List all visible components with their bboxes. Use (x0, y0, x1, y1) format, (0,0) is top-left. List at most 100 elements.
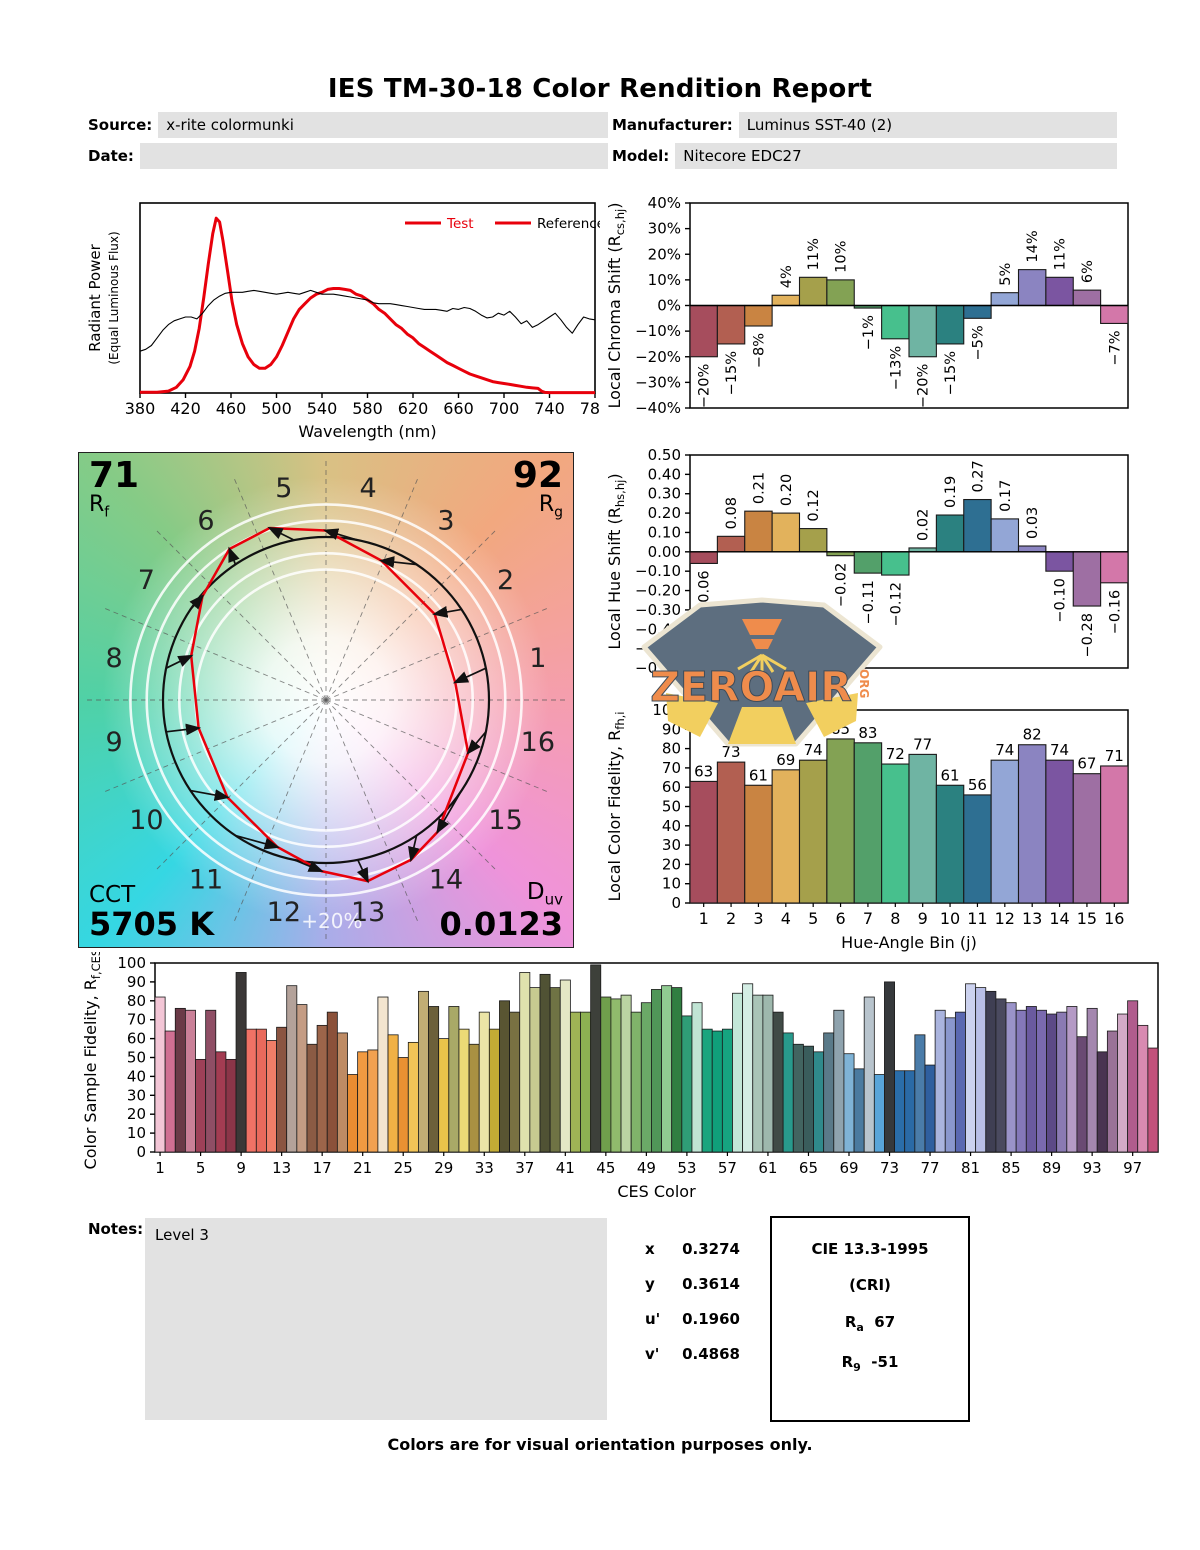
svg-text:0.21: 0.21 (751, 472, 767, 504)
chroma-bar-12 (990, 292, 1020, 307)
ces-bar-65 (803, 1045, 814, 1153)
svg-text:−15%: −15% (943, 351, 959, 395)
ces-bar-52 (671, 987, 683, 1153)
svg-text:25: 25 (394, 1159, 413, 1177)
svg-text:700: 700 (489, 399, 520, 418)
source-field: Source: x-rite colormunki (88, 112, 608, 138)
ces-bar-78 (934, 1009, 946, 1153)
svg-text:70: 70 (662, 759, 681, 777)
svg-text:5%: 5% (998, 263, 1014, 286)
rf-value: 71 (89, 455, 140, 496)
chroma-bar-14 (1045, 276, 1074, 307)
flashlight-icon (742, 619, 782, 635)
ces-bar-8 (225, 1058, 237, 1153)
ces-bar-29 (438, 1038, 450, 1153)
ces-bar-98 (1137, 1024, 1149, 1153)
svg-text:500: 500 (261, 399, 292, 418)
svg-text:0.20: 0.20 (779, 474, 795, 506)
svg-text:10: 10 (662, 875, 681, 893)
svg-text:16: 16 (1104, 909, 1124, 928)
svg-text:81: 81 (961, 1159, 980, 1177)
chroma-bar-8 (881, 304, 910, 340)
ces-bar-28 (428, 1006, 440, 1153)
fidelity-bar-1 (689, 780, 718, 904)
cct-value: 5705 K (89, 904, 214, 943)
svg-text:89: 89 (1042, 1159, 1061, 1177)
ces-bar-12 (266, 1040, 277, 1153)
ces-bar-21 (357, 1051, 369, 1153)
ces-bar-56 (711, 1030, 723, 1153)
ces-bar-31 (458, 1028, 470, 1153)
ces-bar-22 (367, 1049, 379, 1153)
svg-text:−20%: −20% (635, 348, 681, 366)
cie-title: CIE 13.3-1995 (811, 1240, 929, 1258)
fidelity-bar-5 (798, 759, 828, 904)
ces-bar-55 (701, 1028, 713, 1153)
chroma-bar-2 (716, 304, 746, 345)
ces-bar-24 (387, 1034, 399, 1153)
ces-fidelity-chart: 100 90 80 70 60 50 40 30 20 10 0 1 5 9 13 17 21 25 29 33 37 4… (80, 946, 1165, 1211)
model-value: Nitecore EDC27 (675, 143, 1117, 169)
ces-bar-89 (1046, 1013, 1058, 1153)
svg-text:Wavelength (nm): Wavelength (nm) (298, 422, 436, 441)
ces-bar-64 (792, 1043, 804, 1153)
ces-bar-35 (499, 1000, 510, 1153)
svg-text:0.40: 0.40 (648, 465, 681, 483)
hue-bar-3 (744, 510, 773, 553)
cvg-bin-label-7: 7 (138, 565, 155, 596)
ces-bar-36 (509, 1011, 521, 1153)
color-vector-graphic: 1 2 3 4 5 6 7 8 9 10 11 12 13 14 15 16 71 Rf 92 Rg CCT … (78, 452, 574, 948)
svg-text:0: 0 (136, 1143, 146, 1161)
ces-bar-70 (853, 1068, 865, 1153)
notes-box: Level 3 (145, 1218, 607, 1420)
manufacturer-label: Manufacturer: (612, 116, 733, 134)
ces-bar-46 (610, 998, 622, 1153)
footer-note: Colors are for visual orientation purpos… (387, 1435, 813, 1454)
svg-text:20: 20 (127, 1105, 146, 1123)
manufacturer-field: Manufacturer: Luminus SST-40 (2) (612, 112, 1117, 138)
svg-text:29: 29 (434, 1159, 453, 1177)
light-rays (737, 653, 787, 674)
ces-bar-79 (944, 1017, 956, 1153)
svg-text:0.19: 0.19 (943, 476, 959, 508)
ces-bar-42 (569, 1011, 581, 1153)
svg-text:69: 69 (839, 1159, 858, 1177)
cvg-bin-label-1: 1 (529, 643, 546, 674)
svg-text:660: 660 (443, 399, 474, 418)
svg-text:−0.10: −0.10 (635, 562, 681, 580)
ces-bar-54 (691, 1002, 703, 1153)
spectral-power-chart: 380 420 460 500 540 580 620 660 700 740 780 Wavelen… (80, 185, 610, 453)
svg-text:−8%: −8% (751, 333, 767, 368)
svg-text:40: 40 (127, 1067, 146, 1085)
svg-text:380: 380 (125, 399, 156, 418)
ces-bar-68 (833, 1009, 845, 1153)
cvg-bin-label-10: 10 (129, 805, 163, 836)
svg-text:30%: 30% (648, 220, 681, 238)
svg-text:77: 77 (920, 1159, 939, 1177)
fidelity-bar-7 (853, 742, 883, 904)
cvg-bin-label-4: 4 (360, 473, 377, 504)
svg-text:Reference: Reference (537, 216, 600, 232)
svg-text:−0.11: −0.11 (861, 580, 877, 624)
zeroair-watermark: ZEROAIR ORG (638, 597, 886, 749)
cct-label: CCT (89, 881, 136, 908)
svg-text:21: 21 (353, 1159, 372, 1177)
svg-text:45: 45 (596, 1159, 615, 1177)
fidelity-bar-4 (771, 769, 801, 904)
svg-text:8: 8 (890, 909, 900, 928)
ces-bar-25 (397, 1057, 409, 1153)
svg-text:90: 90 (127, 973, 146, 991)
svg-text:Color Sample Fidelity, Rf,CESi: Color Sample Fidelity, Rf,CESi (81, 952, 103, 1169)
svg-text:61: 61 (749, 766, 768, 784)
svg-text:65: 65 (799, 1159, 818, 1177)
svg-text:53: 53 (677, 1159, 696, 1177)
cvg-bin-label-8: 8 (106, 643, 123, 674)
svg-text:11%: 11% (1053, 238, 1069, 270)
svg-text:0.00: 0.00 (648, 543, 681, 561)
chroma-canvas: 40% 30% 20% 10% 0% −10% −20% −30% −40% −20% −15% −8… (605, 194, 1129, 417)
svg-text:82: 82 (1023, 726, 1042, 744)
svg-text:67: 67 (1077, 755, 1096, 773)
rf-readout: 71 Rf (89, 455, 140, 521)
ces-bar-19 (336, 1032, 348, 1153)
ces-bar-73 (884, 981, 895, 1153)
